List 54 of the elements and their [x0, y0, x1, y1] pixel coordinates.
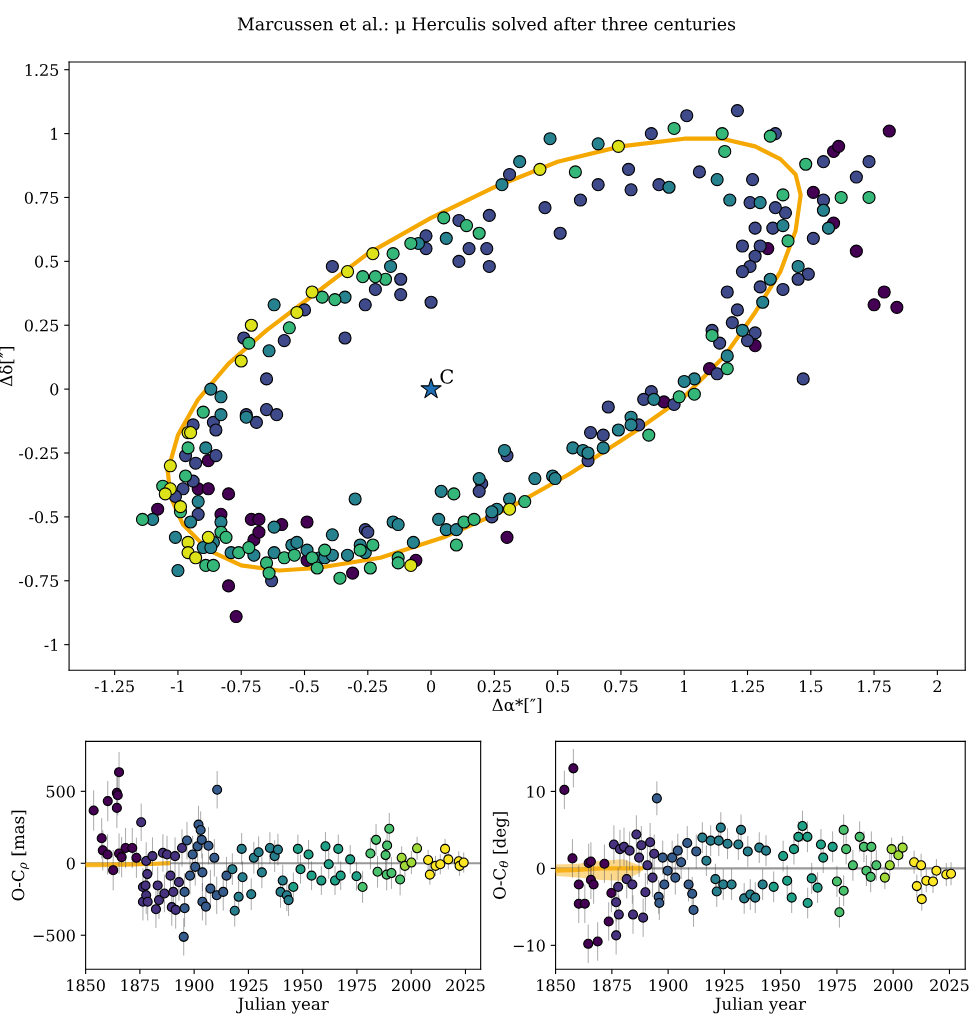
x-tick-label: 0.5 [546, 680, 570, 693]
y-tick-label: 0.5 [35, 255, 59, 268]
x-axis-title: Δα*[″] [492, 698, 542, 714]
x-tick-label: 2000 [873, 979, 913, 992]
y-tick-label: 0.25 [24, 319, 59, 332]
x-tick-label: 1900 [175, 979, 214, 992]
x-tick-label: 2 [933, 680, 941, 693]
x-tick-label: -0.25 [348, 680, 388, 693]
y-tick-label: −500 [33, 929, 75, 942]
y-axis-title: O-C$_{θ}$ [deg] [492, 812, 510, 899]
x-axis-title: Julian year [236, 997, 329, 1014]
x-tick-label: 1975 [338, 979, 377, 992]
x-tick-label: -1.25 [94, 680, 134, 693]
x-tick-label: 0.25 [477, 680, 511, 693]
x-tick-label: 2000 [391, 979, 431, 992]
y-tick-label: 1.25 [25, 63, 59, 76]
x-tick-label: 1.75 [858, 680, 891, 693]
x-tick-label: 1975 [818, 979, 857, 992]
x-tick-label: -0.75 [221, 680, 261, 693]
x-tick-label: 1900 [649, 979, 688, 992]
x-tick-label: 2025 [446, 979, 485, 992]
y-axis-title: O-C$_{ρ}$ [mas] [11, 810, 30, 901]
x-tick-label: 0 [427, 680, 436, 693]
x-tick-label: 1850 [537, 979, 575, 992]
x-tick-label: -1 [170, 680, 184, 693]
y-tick-label: 0 [536, 862, 545, 875]
x-tick-label: 2025 [930, 979, 969, 992]
x-tick-label: 1 [681, 680, 688, 693]
y-tick-label: -0.25 [19, 447, 59, 460]
x-tick-label: -0.5 [289, 680, 319, 693]
x-tick-label: 0.75 [604, 680, 638, 693]
x-tick-label: 1875 [593, 979, 631, 992]
y-tick-label: 10 [527, 785, 545, 798]
x-tick-label: 1850 [67, 979, 105, 992]
y-tick-label: −10 [513, 939, 545, 952]
x-tick-label: 1875 [121, 979, 159, 992]
y-tick-label: 1 [51, 127, 58, 140]
y-tick-label: -0.75 [19, 574, 59, 588]
x-axis-title: Julian year [713, 997, 807, 1014]
y-tick-label: 0 [66, 857, 75, 870]
x-tick-label: 1950 [284, 979, 322, 992]
y-tick-label: -0.5 [29, 511, 59, 524]
chart-title: Marcussen et al.: μ Herculis solved after three centuries [237, 17, 736, 34]
x-tick-label: 1.5 [800, 680, 823, 693]
y-tick-label: -1 [44, 638, 58, 651]
annotation: C [440, 369, 454, 384]
x-tick-label: 1925 [706, 979, 744, 992]
y-tick-label: 500 [46, 785, 75, 798]
x-tick-label: 1.25 [731, 680, 765, 693]
x-tick-label: 1950 [762, 979, 800, 992]
x-tick-label: 1925 [230, 979, 268, 992]
y-tick-label: 0.75 [24, 191, 59, 204]
y-tick-label: 0 [50, 383, 59, 396]
y-axis-title: Δδ[″] [0, 346, 15, 387]
